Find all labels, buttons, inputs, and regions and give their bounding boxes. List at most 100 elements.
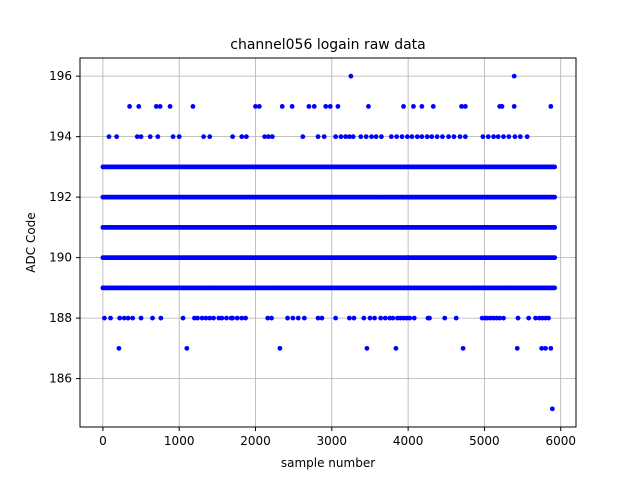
data-point <box>394 134 400 140</box>
data-point <box>253 103 258 109</box>
data-point <box>515 315 521 321</box>
data-point <box>199 315 205 321</box>
data-point <box>552 194 558 200</box>
data-point <box>158 315 164 321</box>
data-point <box>401 103 406 109</box>
data-point <box>285 315 290 321</box>
data-point <box>121 315 127 321</box>
data-point <box>442 315 448 321</box>
data-point <box>333 134 339 140</box>
data-point <box>552 255 558 261</box>
data-point <box>543 345 548 351</box>
data-point <box>153 103 159 109</box>
data-point <box>315 315 321 321</box>
data-point <box>539 345 545 351</box>
data-point <box>306 103 312 109</box>
data-point <box>399 134 405 140</box>
data-point <box>269 134 275 140</box>
data-point <box>511 73 517 79</box>
data-point <box>453 315 459 321</box>
y-tick-label: 186 <box>49 372 72 386</box>
data-point <box>367 315 373 321</box>
data-point <box>549 406 555 412</box>
data-point <box>338 134 344 140</box>
data-point <box>506 134 512 140</box>
data-point <box>335 103 341 109</box>
data-point <box>497 315 503 321</box>
plot-frame <box>79 57 577 428</box>
data-point <box>224 315 229 321</box>
data-point <box>495 134 501 140</box>
data-point <box>315 134 321 140</box>
data-point <box>348 73 354 79</box>
data-point <box>230 134 236 140</box>
data-point <box>333 315 339 321</box>
data-point <box>552 285 558 291</box>
data-point <box>327 103 333 109</box>
data-point <box>414 134 420 140</box>
y-tick-label: 194 <box>49 130 72 144</box>
data-point <box>116 345 122 351</box>
data-point <box>266 134 271 140</box>
data-point <box>451 134 457 140</box>
data-point <box>480 134 486 140</box>
data-point <box>393 345 399 351</box>
data-point <box>462 134 468 140</box>
x-tick-label: 6000 <box>545 434 576 448</box>
data-point <box>295 315 301 321</box>
data-point <box>460 345 466 351</box>
x-axis-label: sample number <box>281 456 375 470</box>
data-point <box>430 103 436 109</box>
data-point <box>155 134 161 140</box>
data-point <box>147 134 153 140</box>
y-tick-label: 196 <box>49 69 72 83</box>
data-point <box>167 103 173 109</box>
data-point <box>265 315 271 321</box>
data-point <box>150 315 155 321</box>
data-point <box>372 315 377 321</box>
data-point <box>434 134 440 140</box>
data-point <box>346 134 352 140</box>
data-point <box>485 134 491 140</box>
data-point <box>378 315 384 321</box>
data-point <box>300 134 306 140</box>
data-point <box>117 315 123 321</box>
data-point <box>459 103 464 109</box>
data-point <box>190 103 196 109</box>
data-points <box>100 73 558 412</box>
data-point <box>552 224 558 230</box>
y-axis-ticks: 186 188 190 192 194 196 <box>49 69 80 386</box>
data-point <box>382 315 388 321</box>
data-point <box>546 315 551 321</box>
data-point <box>346 315 352 321</box>
data-point <box>363 134 369 140</box>
data-point <box>440 134 445 140</box>
data-point <box>369 134 374 140</box>
data-point <box>404 134 410 140</box>
data-point <box>102 315 107 321</box>
data-point <box>364 345 370 351</box>
data-point <box>366 103 371 109</box>
data-point <box>230 315 236 321</box>
data-point <box>125 315 131 321</box>
data-point <box>373 134 379 140</box>
y-tick-label: 190 <box>49 251 72 265</box>
data-point <box>427 315 432 321</box>
data-point <box>170 134 176 140</box>
data-point <box>127 103 132 109</box>
x-axis-ticks: 0 1000 2000 3000 4000 5000 6000 <box>99 427 576 448</box>
y-axis-label: ADC Code <box>24 212 38 272</box>
data-point <box>201 134 207 140</box>
data-point <box>462 103 468 109</box>
data-point <box>176 134 182 140</box>
data-point <box>533 315 538 321</box>
data-point <box>319 315 325 321</box>
data-point <box>517 134 523 140</box>
data-point <box>511 103 517 109</box>
data-point <box>234 315 240 321</box>
data-point <box>424 134 430 140</box>
data-point <box>411 315 417 321</box>
data-point <box>526 315 532 321</box>
